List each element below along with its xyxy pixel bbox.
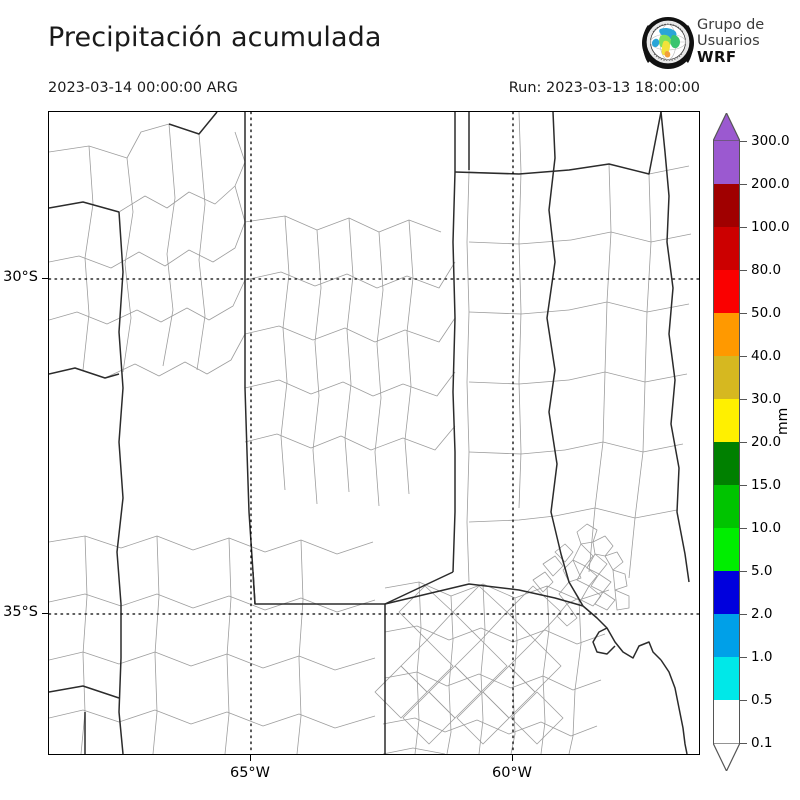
- colorbar-tick-label: 200.0: [751, 176, 790, 192]
- xtick-mark-60W: [512, 755, 513, 761]
- colorbar-band: [714, 313, 739, 357]
- colorbar-tick-label: 20.0: [751, 434, 782, 450]
- logo-line-2: Usuarios: [697, 32, 760, 49]
- colorbar-over-arrow: [713, 113, 740, 141]
- run-time-label: Run: 2023-03-13 18:00:00: [508, 80, 700, 96]
- colorbar-tick-mark: [740, 399, 747, 401]
- colorbar-tick-label: 1.0: [751, 649, 773, 665]
- colorbar-tick-label: 50.0: [751, 305, 782, 321]
- colorbar-band: [714, 700, 739, 744]
- colorbar-band: [714, 442, 739, 486]
- colorbar-band: [714, 614, 739, 658]
- colorbar-tick-label: 0.5: [751, 692, 773, 708]
- logo-line-1: Grupo de: [697, 17, 765, 33]
- colorbar-tick-mark: [740, 227, 747, 229]
- colorbar-tick-mark: [740, 528, 747, 530]
- logo-text: Grupo de Usuarios WRF: [697, 17, 765, 67]
- colorbar-tick-label: 80.0: [751, 262, 782, 278]
- graticule-gridlines: [49, 112, 699, 754]
- colorbar-tick-mark: [740, 743, 747, 745]
- map-vector-layers: [49, 112, 699, 754]
- colorbar: 300.0 200.0 100.0 80.0 50.0 40.0 30.0 20.0 15.0 1…: [705, 112, 800, 772]
- colorbar-bands: [713, 141, 740, 744]
- colorbar-band: [714, 270, 739, 314]
- colorbar-tick-label: 100.0: [751, 219, 790, 235]
- colorbar-band: [714, 528, 739, 572]
- colorbar-tick-mark: [740, 270, 747, 272]
- logo-line-3: WRF: [697, 48, 737, 67]
- valid-time-label: 2023-03-14 00:00:00 ARG: [48, 80, 238, 96]
- colorbar-tick-label: 30.0: [751, 391, 782, 407]
- colorbar-band: [714, 399, 739, 443]
- colorbar-tick-mark: [740, 614, 747, 616]
- colorbar-tick-mark: [740, 313, 747, 315]
- colorbar-tick-mark: [740, 657, 747, 659]
- colorbar-band: [714, 485, 739, 529]
- colorbar-tick-label: 15.0: [751, 477, 782, 493]
- colorbar-tick-mark: [740, 571, 747, 573]
- ytick-mark-35S: [42, 613, 48, 614]
- colorbar-band: [714, 184, 739, 228]
- colorbar-band: [714, 227, 739, 271]
- colorbar-unit-label: mm: [775, 407, 791, 435]
- colorbar-band: [714, 141, 739, 185]
- colorbar-tick-label: 5.0: [751, 563, 773, 579]
- brand-logo: Grupo de Usuarios WRF: [640, 14, 800, 76]
- colorbar-tick-label: 300.0: [751, 133, 790, 149]
- xtick-label-60W: 60°W: [491, 765, 533, 781]
- colorbar-tick-label: 0.1: [751, 735, 773, 751]
- colorbar-tick-mark: [740, 700, 747, 702]
- colorbar-tick-mark: [740, 485, 747, 487]
- colorbar-tick-label: 40.0: [751, 348, 782, 364]
- colorbar-under-arrow: [713, 743, 740, 771]
- ytick-mark-30S: [42, 278, 48, 279]
- colorbar-tick-mark: [740, 442, 747, 444]
- map-canvas[interactable]: [48, 111, 700, 755]
- colorbar-tick-mark: [740, 184, 747, 186]
- department-borders: [49, 112, 692, 754]
- colorbar-tick-mark: [740, 141, 747, 143]
- globe-emblem-icon: [642, 17, 694, 69]
- page-title: Precipitación acumulada: [48, 22, 382, 53]
- province-borders: [49, 112, 690, 754]
- colorbar-band: [714, 571, 739, 615]
- xtick-label-65W: 65°W: [229, 765, 271, 781]
- colorbar-band: [714, 356, 739, 400]
- colorbar-tick-label: 2.0: [751, 606, 773, 622]
- xtick-mark-65W: [250, 755, 251, 761]
- colorbar-tick-label: 10.0: [751, 520, 782, 536]
- colorbar-tick-mark: [740, 356, 747, 358]
- colorbar-band: [714, 657, 739, 701]
- ytick-label-35S: 35°S: [3, 604, 38, 620]
- ytick-label-30S: 30°S: [3, 269, 38, 285]
